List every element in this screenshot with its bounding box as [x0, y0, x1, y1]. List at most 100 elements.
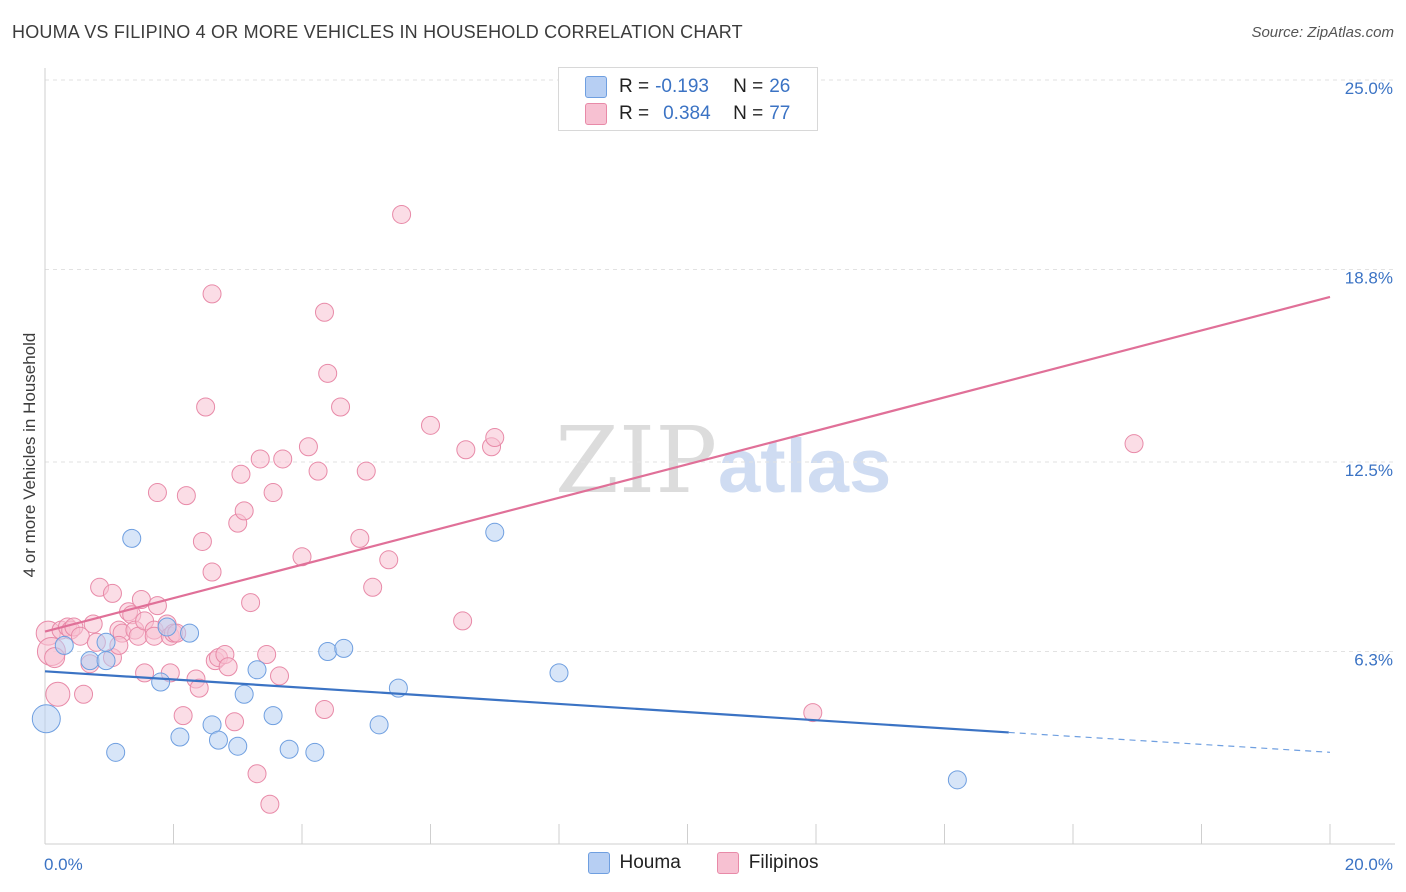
y-tick-label: 25.0%	[1345, 79, 1393, 98]
filipinos-point	[147, 483, 167, 503]
filipinos-point	[176, 486, 196, 506]
legend-r-label: R =	[619, 103, 650, 124]
houma-point	[157, 617, 177, 637]
legend-n-label: N =	[733, 103, 764, 124]
watermark: ZIP atlas	[555, 407, 891, 514]
filipinos-point	[231, 464, 251, 484]
filipinos-point	[485, 428, 505, 448]
y-tick-label: 6.3%	[1354, 650, 1393, 669]
x-tick-label-1: 20.0%	[1345, 855, 1393, 874]
houma-legend-swatch	[587, 852, 610, 874]
filipinos-point	[102, 583, 122, 603]
filipinos-point	[74, 684, 94, 704]
y-tick-label: 12.5%	[1345, 461, 1393, 480]
houma-point	[318, 641, 338, 661]
legend-n-label: N =	[733, 76, 764, 97]
houma-point	[485, 522, 505, 542]
houma-point	[122, 528, 142, 548]
houma-r-value: -0.193	[655, 76, 709, 97]
houma-point	[334, 638, 354, 658]
filipinos-point	[135, 663, 155, 683]
houma-point	[549, 663, 569, 683]
houma-point	[279, 739, 299, 759]
gridlines	[45, 79, 1395, 652]
legend-row-filipinos: R = 0.384 N = 77	[585, 102, 790, 126]
houma-point	[305, 742, 325, 762]
filipinos-n-value: 77	[769, 103, 791, 124]
filipinos-point	[308, 461, 328, 481]
trend-lines	[44, 295, 1331, 753]
houma-point	[96, 651, 116, 671]
filipinos-r-value: 0.384	[663, 103, 711, 124]
y-tick-label: 18.8%	[1345, 268, 1393, 287]
filipinos-point	[257, 645, 277, 665]
filipinos-trend-line	[44, 295, 1331, 633]
filipinos-point	[456, 440, 476, 460]
tick-labels: 0.0% 20.0% 6.3% 12.5% 18.8% 25.0%	[44, 79, 1393, 874]
filipinos-point	[202, 284, 222, 304]
houma-trend-extension	[1008, 731, 1331, 753]
filipinos-point	[250, 449, 270, 469]
chart-title: HOUMA VS FILIPINO 4 OR MORE VEHICLES IN …	[12, 22, 743, 42]
filipinos-point	[263, 483, 283, 503]
filipinos-point	[314, 700, 334, 720]
filipinos-legend-label: Filipinos	[748, 852, 819, 873]
filipinos-point	[218, 657, 238, 677]
houma-point	[263, 706, 283, 726]
filipinos-point	[350, 528, 370, 548]
houma-point	[369, 715, 389, 735]
watermark-zip: ZIP	[555, 407, 717, 514]
x-tick-label-0: 0.0%	[44, 855, 83, 874]
filipinos-point	[363, 577, 383, 597]
legend-item-houma[interactable]: Houma	[587, 852, 681, 874]
filipinos-point	[318, 363, 338, 383]
filipinos-point	[196, 397, 216, 417]
filipinos-point	[298, 437, 318, 457]
houma-point	[180, 623, 200, 643]
source-label: Source: ZipAtlas.com	[1251, 24, 1394, 41]
series-houma	[31, 522, 967, 790]
legend-item-filipinos[interactable]: Filipinos	[716, 852, 819, 874]
filipinos-point	[147, 596, 167, 616]
legend-r-label: R =	[619, 76, 650, 97]
filipinos-point	[225, 712, 245, 732]
filipinos-point	[192, 531, 212, 551]
filipinos-point	[392, 204, 412, 224]
houma-point	[170, 727, 190, 747]
filipinos-point	[260, 794, 280, 814]
houma-trend-line	[44, 670, 1009, 734]
filipinos-point	[202, 562, 222, 582]
filipinos-point	[241, 593, 261, 613]
legend-row-houma: R = -0.193 N = 26	[585, 75, 790, 99]
filipinos-point	[273, 449, 293, 469]
filipinos-point	[45, 681, 71, 707]
filipinos-point	[234, 501, 254, 521]
houma-point	[31, 704, 61, 734]
houma-swatch	[585, 76, 607, 98]
houma-n-value: 26	[769, 76, 791, 97]
filipinos-point	[173, 706, 193, 726]
houma-point	[234, 684, 254, 704]
filipinos-point	[189, 678, 209, 698]
houma-point	[247, 660, 267, 680]
houma-point	[228, 736, 248, 756]
houma-point	[96, 632, 116, 652]
filipinos-point	[453, 611, 473, 631]
filipinos-point	[421, 415, 440, 435]
houma-point	[208, 730, 228, 750]
filipinos-point	[1124, 434, 1144, 454]
houma-point	[80, 651, 100, 671]
filipinos-point	[356, 461, 376, 481]
filipinos-point	[247, 764, 267, 784]
filipinos-legend-swatch	[716, 852, 739, 874]
houma-point	[151, 672, 171, 692]
filipinos-point	[803, 703, 823, 723]
watermark-atlas: atlas	[718, 424, 891, 509]
houma-legend-label: Houma	[619, 852, 681, 873]
houma-point	[54, 635, 74, 655]
houma-point	[106, 742, 126, 762]
filipinos-swatch	[585, 103, 607, 125]
filipinos-point	[314, 302, 334, 322]
filipinos-point	[331, 397, 351, 417]
